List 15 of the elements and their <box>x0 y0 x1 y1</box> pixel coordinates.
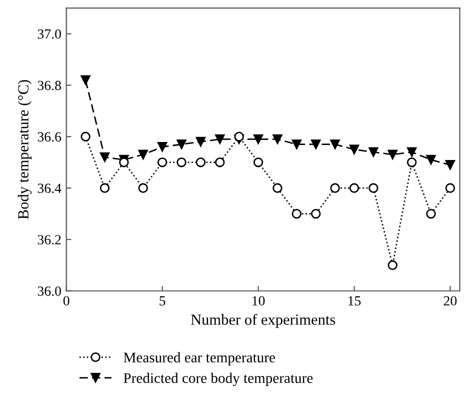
x-tick-label: 0 <box>63 296 70 306</box>
y-axis-title: Body temperature (°C) <box>18 80 32 220</box>
y-tick-label: 36.6 <box>38 132 62 142</box>
x-tick-label: 15 <box>348 296 361 306</box>
y-tick-label: 37.0 <box>38 29 61 39</box>
x-tick-label: 20 <box>444 296 457 306</box>
x-tick-label: 10 <box>252 296 265 306</box>
y-tick-label: 36.4 <box>38 184 62 194</box>
legend-label: Measured ear temperature <box>124 352 275 366</box>
y-tick-label: 36.0 <box>38 286 61 296</box>
x-tick-label: 5 <box>160 296 166 306</box>
y-tick-label: 36.8 <box>38 80 61 90</box>
legend-label: Predicted core body temperature <box>124 372 313 386</box>
y-tick-label: 36.2 <box>38 235 61 244</box>
x-axis-title: Number of experiments <box>190 314 336 328</box>
